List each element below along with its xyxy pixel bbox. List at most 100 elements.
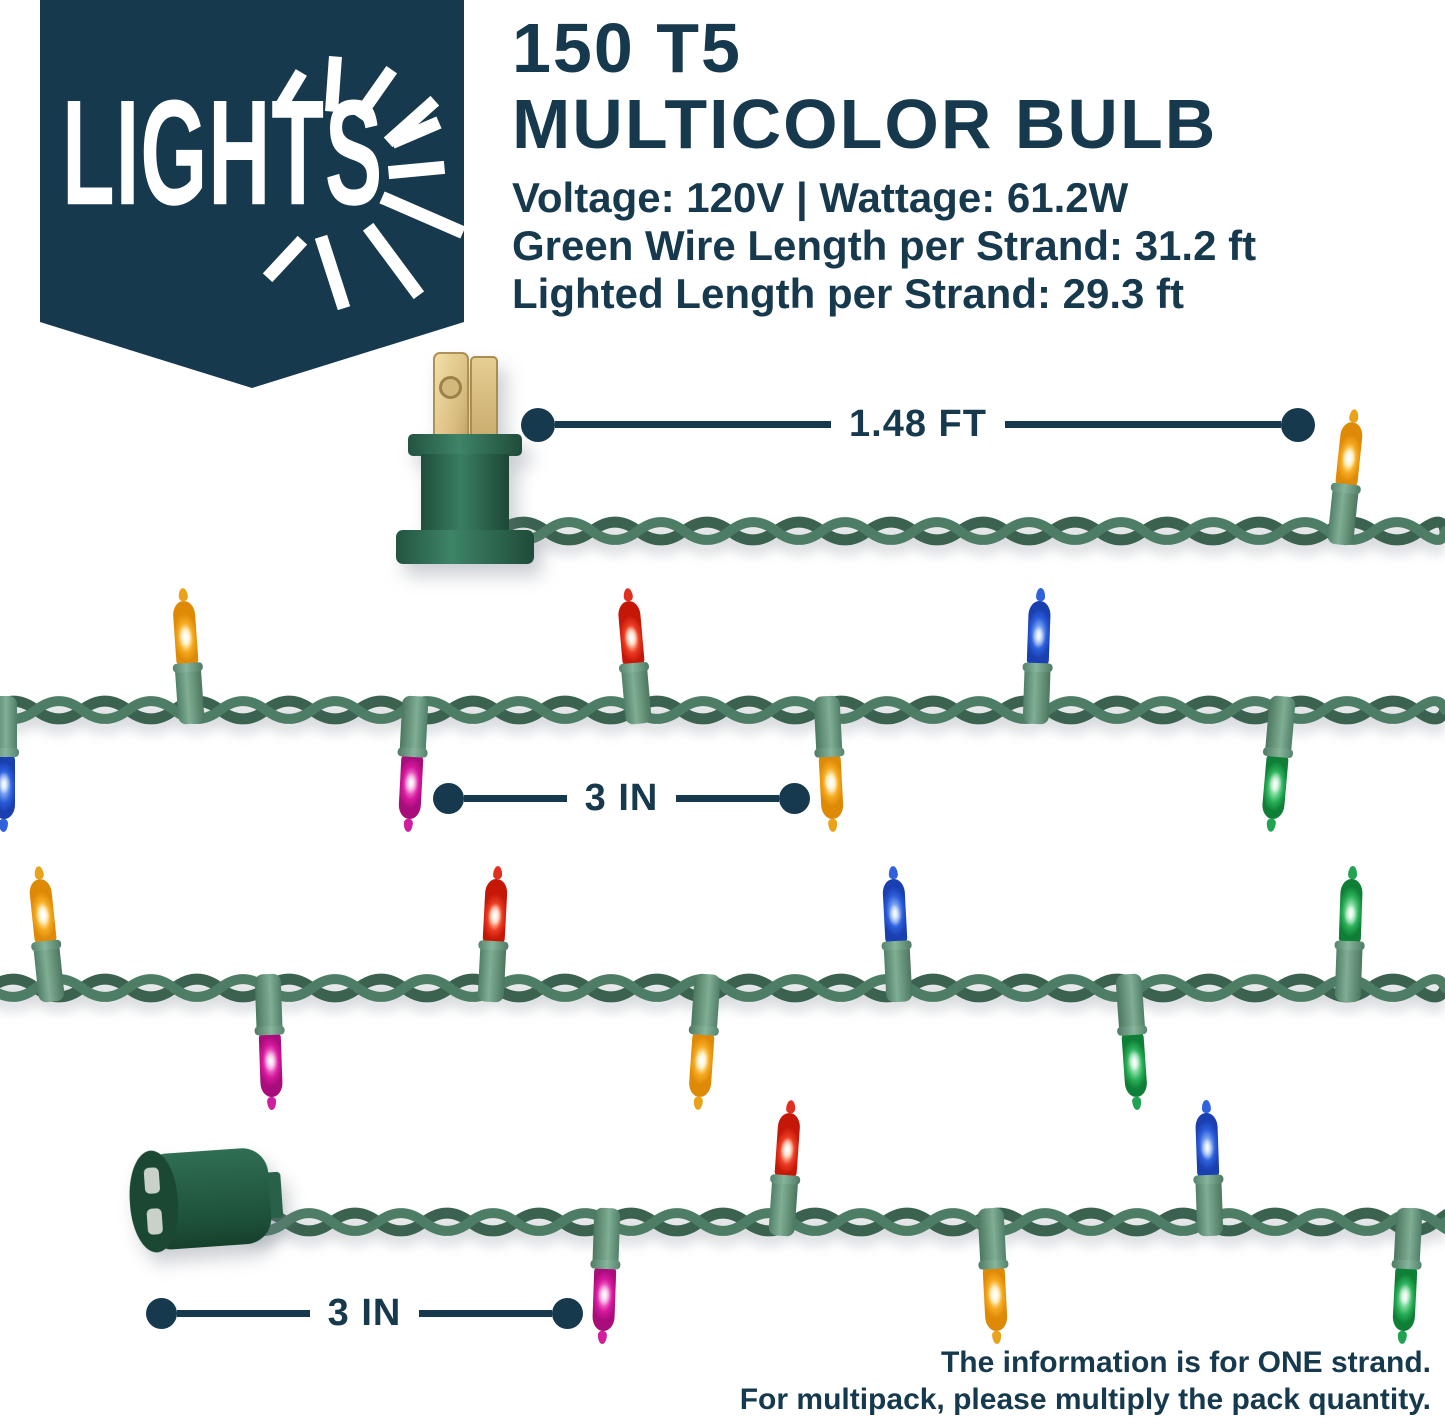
bulb-glass: [774, 1112, 801, 1179]
measurement-bulb-spacing-mid: 3 IN: [433, 777, 811, 820]
spec-wire-length: Green Wire Length per Strand: 31.2 ft: [512, 222, 1257, 269]
mini-bulb-blue-up: [1191, 1099, 1226, 1237]
bulb-socket: [883, 943, 913, 1003]
brand-banner: LIGHTS: [40, 0, 464, 388]
bulb-tip: [1266, 818, 1277, 833]
spec-voltage-wattage: Voltage: 120V | Wattage: 61.2W: [512, 174, 1129, 221]
bulb-socket: [1334, 943, 1363, 1003]
measure-label: 3 IN: [327, 1292, 402, 1334]
measurement-bulb-spacing-bottom: 3 IN: [146, 1292, 584, 1335]
measure-label: 1.48 FT: [849, 403, 987, 445]
bulb-socket: [620, 664, 652, 725]
bulb-tip: [1348, 408, 1359, 423]
plug-prong-hole-icon: [439, 376, 462, 399]
bulb-glass: [172, 600, 199, 667]
bulb-glass: [688, 1031, 715, 1098]
spec-lighted-length: Lighted Length per Strand: 29.3 ft: [512, 270, 1185, 317]
wire-strand-3: [0, 973, 1445, 1003]
bulb-tip: [992, 1330, 1003, 1345]
bulb-socket: [813, 695, 843, 755]
mini-bulb-blue-down: [0, 696, 19, 832]
measure-dot-icon: [1281, 407, 1316, 442]
bulb-socket: [768, 1177, 799, 1237]
bulb-socket: [254, 973, 283, 1033]
bulb-glass: [0, 754, 15, 819]
bulb-socket: [174, 665, 205, 725]
bulb-tip: [887, 865, 898, 880]
product-title-line2: MULTICOLOR BULB: [512, 85, 1218, 163]
bulb-socket: [477, 943, 507, 1003]
bulb-glass: [882, 878, 908, 945]
plug-body: [421, 454, 509, 532]
measure-line: [177, 1310, 310, 1317]
bulb-glass: [1392, 1265, 1418, 1332]
mini-bulb-green-up: [1333, 865, 1368, 1003]
mini-bulb-pink-down: [393, 695, 430, 833]
bulb-glass: [1026, 600, 1051, 667]
bulb-tip: [0, 819, 9, 832]
plug-prong-back-icon: [470, 356, 498, 440]
bulb-glass: [818, 753, 844, 820]
bulb-socket: [33, 942, 66, 1003]
bulb-tip: [1347, 865, 1357, 880]
plug-top-flange: [408, 434, 522, 456]
bulb-glass: [1261, 753, 1289, 820]
bulb-tip: [492, 865, 503, 880]
bulb-socket: [1195, 1177, 1224, 1237]
measure-dot-icon: [433, 783, 464, 814]
mini-bulb-blue-up: [877, 865, 914, 1003]
footnote: The information is for ONE strand. For m…: [740, 1344, 1431, 1418]
bulb-tip: [693, 1096, 704, 1111]
bulb-glass: [1195, 1112, 1220, 1179]
measure-dot-icon: [552, 1298, 584, 1329]
bulb-tip: [177, 587, 188, 602]
bulb-tip: [1035, 587, 1045, 602]
bulb-glass: [398, 753, 424, 820]
bulb-tip: [828, 818, 839, 833]
connector-slot-icon: [143, 1167, 161, 1195]
wire-strand-1: [500, 516, 1445, 546]
bulb-socket: [399, 695, 429, 755]
bulb-glass: [617, 600, 645, 667]
bulb-socket: [0, 696, 17, 754]
bulb-glass: [482, 878, 508, 945]
bulb-glass: [258, 1031, 283, 1098]
measure-dot-icon: [146, 1298, 177, 1329]
spec-list: Voltage: 120V | Wattage: 61.2W Green Wir…: [512, 174, 1256, 318]
female-connector: [122, 1140, 314, 1263]
wire-strand-4: [240, 1207, 1445, 1237]
plug-bottom-flange: [396, 530, 534, 564]
starburst-icon: [262, 56, 464, 311]
bulb-socket: [1326, 485, 1359, 546]
bulb-glass: [1335, 421, 1364, 489]
wire-strand-2: [0, 695, 1445, 725]
mini-bulb-pink-down: [588, 1207, 623, 1345]
bulb-tip: [1132, 1096, 1143, 1111]
bulb-glass: [592, 1265, 617, 1332]
product-header: 150 T5 MULTICOLOR BULB Voltage: 120V | W…: [512, 10, 1256, 318]
footnote-line2: For multipack, please multiply the pack …: [739, 1383, 1431, 1416]
bulb-socket: [592, 1207, 621, 1267]
bulb-tip: [622, 587, 633, 602]
measure-label: 3 IN: [584, 777, 659, 819]
connector-slot-icon: [146, 1208, 164, 1235]
bulb-glass: [1338, 878, 1363, 945]
bulb-socket: [690, 973, 721, 1033]
male-plug: [378, 346, 538, 566]
mini-bulb-green-down: [1387, 1207, 1424, 1345]
bulb-tip: [785, 1099, 796, 1114]
bulb-socket: [1393, 1207, 1423, 1267]
bulb-tip: [267, 1096, 277, 1111]
product-title-line1: 150 T5: [512, 9, 742, 87]
bulb-glass: [982, 1265, 1008, 1332]
bulb-socket: [977, 1207, 1007, 1267]
bulb-tip: [1201, 1099, 1211, 1114]
bulb-glass: [1121, 1031, 1148, 1098]
measurement-plug-to-first-bulb: 1.48 FT: [521, 403, 1316, 446]
measure-line: [676, 795, 780, 802]
measure-line: [1004, 421, 1282, 428]
bulb-tip: [33, 865, 44, 880]
bulb-glass: [28, 878, 57, 946]
